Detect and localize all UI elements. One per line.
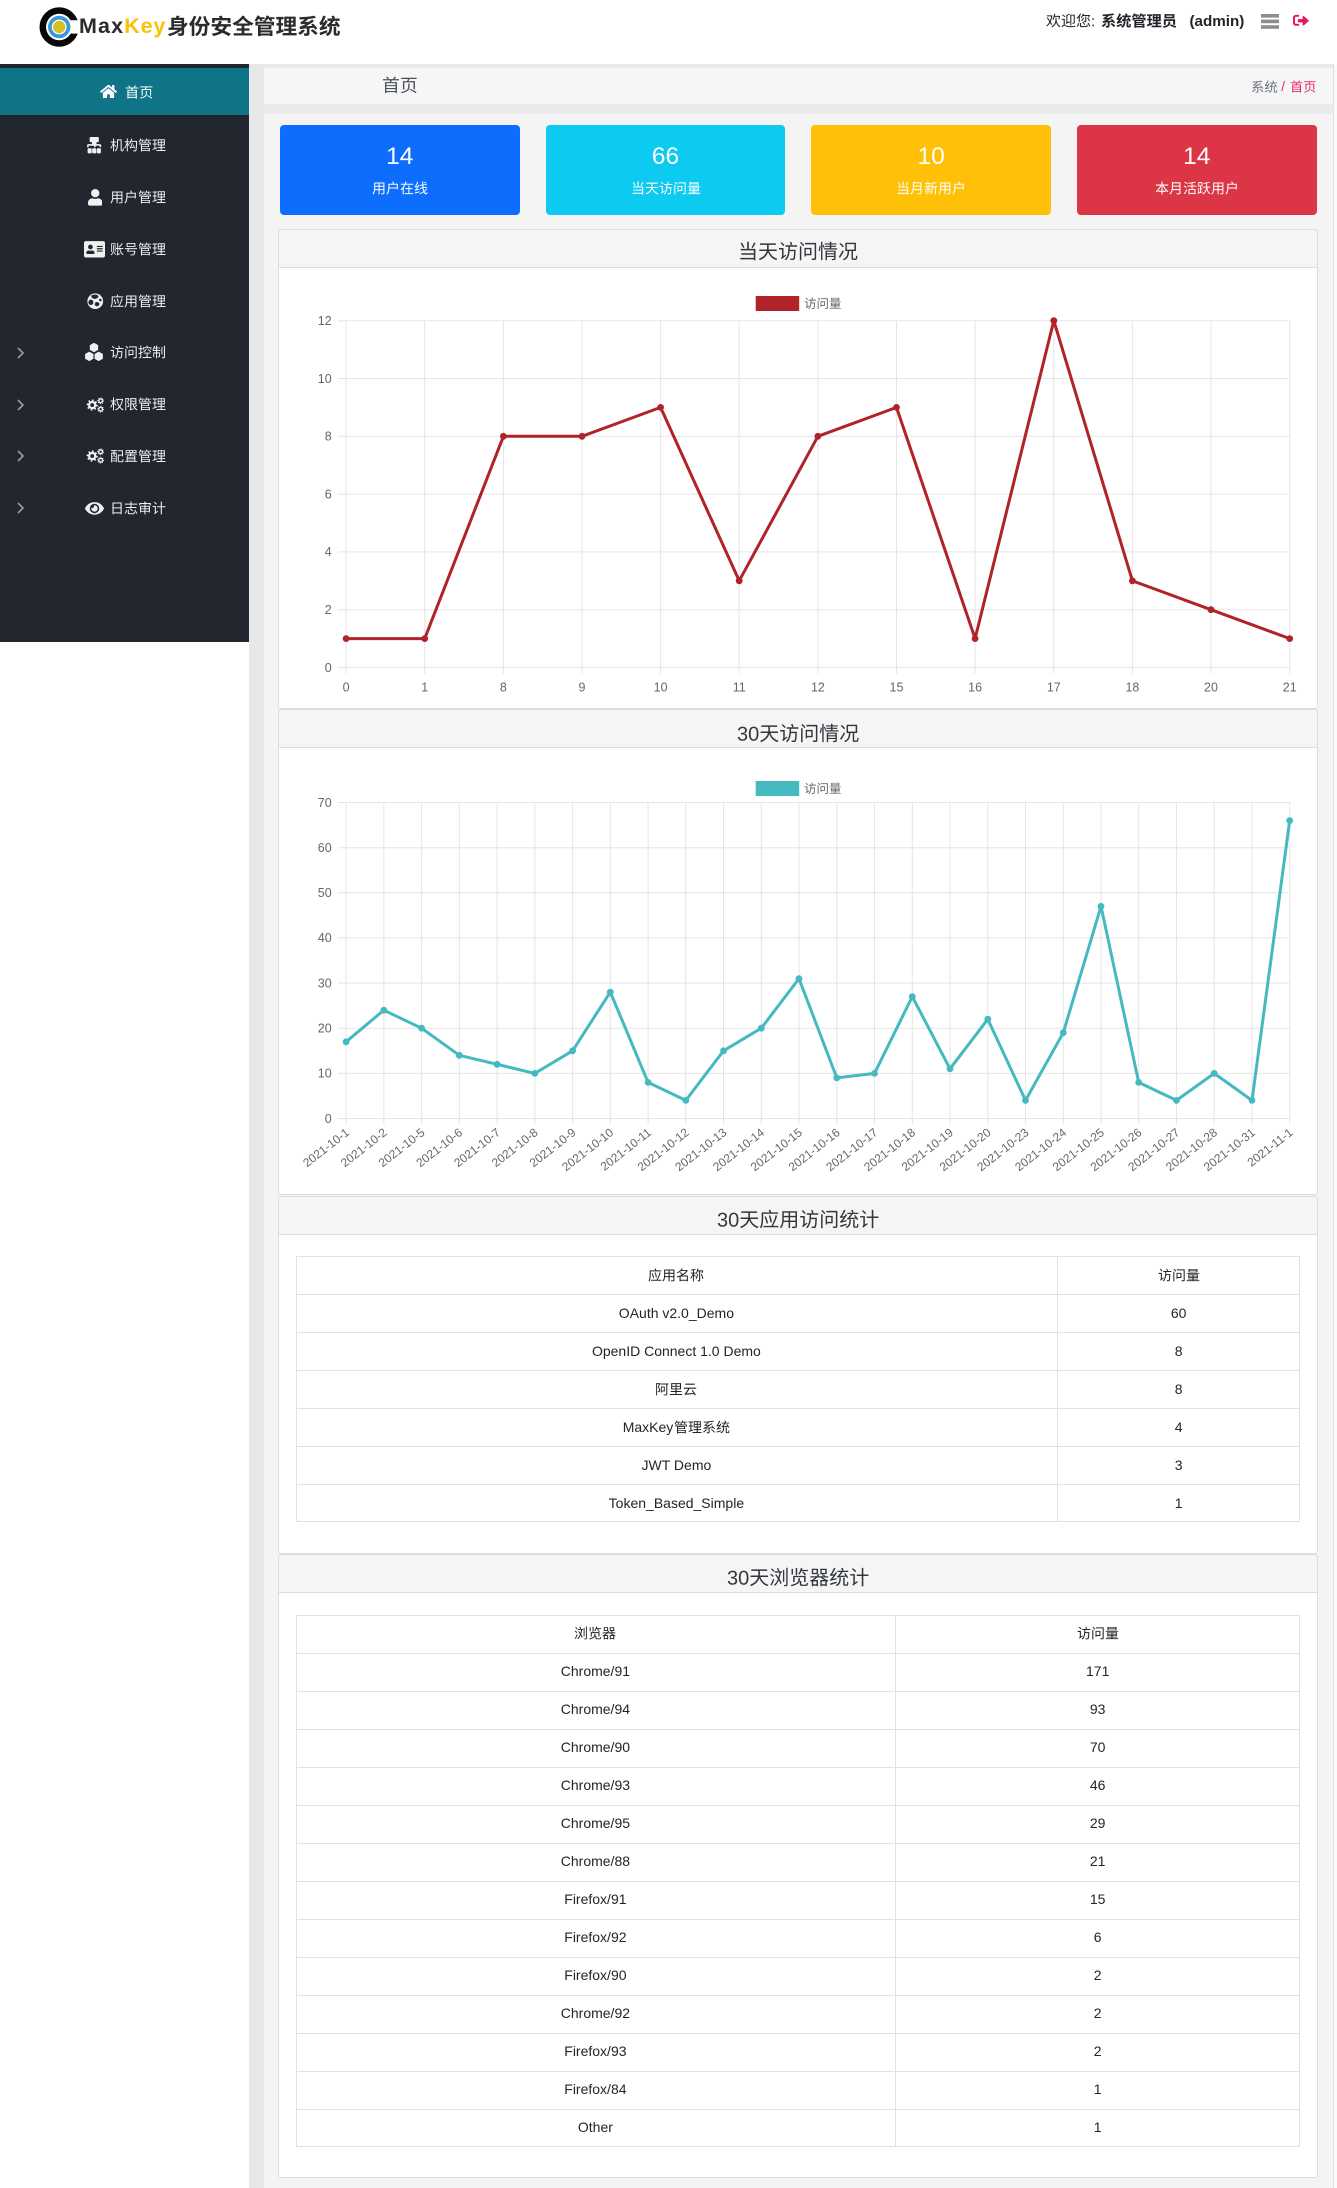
svg-text:8: 8 bbox=[500, 680, 507, 694]
svg-text:17: 17 bbox=[1047, 680, 1061, 694]
svg-text:20: 20 bbox=[1204, 680, 1218, 694]
svg-text:12: 12 bbox=[318, 314, 332, 328]
svg-text:18: 18 bbox=[1126, 680, 1140, 694]
svg-text:0: 0 bbox=[343, 680, 350, 694]
svg-text:10: 10 bbox=[318, 1067, 332, 1081]
svg-text:2: 2 bbox=[325, 603, 332, 617]
svg-text:10: 10 bbox=[654, 680, 668, 694]
svg-text:60: 60 bbox=[318, 841, 332, 855]
svg-text:16: 16 bbox=[968, 680, 982, 694]
svg-text:11: 11 bbox=[733, 680, 746, 694]
svg-text:50: 50 bbox=[318, 886, 332, 900]
svg-text:12: 12 bbox=[811, 680, 825, 694]
svg-text:9: 9 bbox=[579, 680, 586, 694]
svg-text:6: 6 bbox=[325, 487, 332, 501]
svg-text:1: 1 bbox=[422, 680, 429, 694]
svg-text:4: 4 bbox=[325, 545, 332, 559]
svg-text:30: 30 bbox=[318, 976, 332, 990]
svg-text:8: 8 bbox=[325, 430, 332, 444]
svg-text:70: 70 bbox=[318, 796, 332, 810]
svg-text:40: 40 bbox=[318, 931, 332, 945]
svg-text:15: 15 bbox=[890, 680, 904, 694]
svg-text:0: 0 bbox=[325, 1112, 332, 1126]
svg-text:20: 20 bbox=[318, 1021, 332, 1035]
svg-text:21: 21 bbox=[1283, 680, 1297, 694]
svg-text:0: 0 bbox=[325, 661, 332, 675]
svg-text:10: 10 bbox=[318, 372, 332, 386]
